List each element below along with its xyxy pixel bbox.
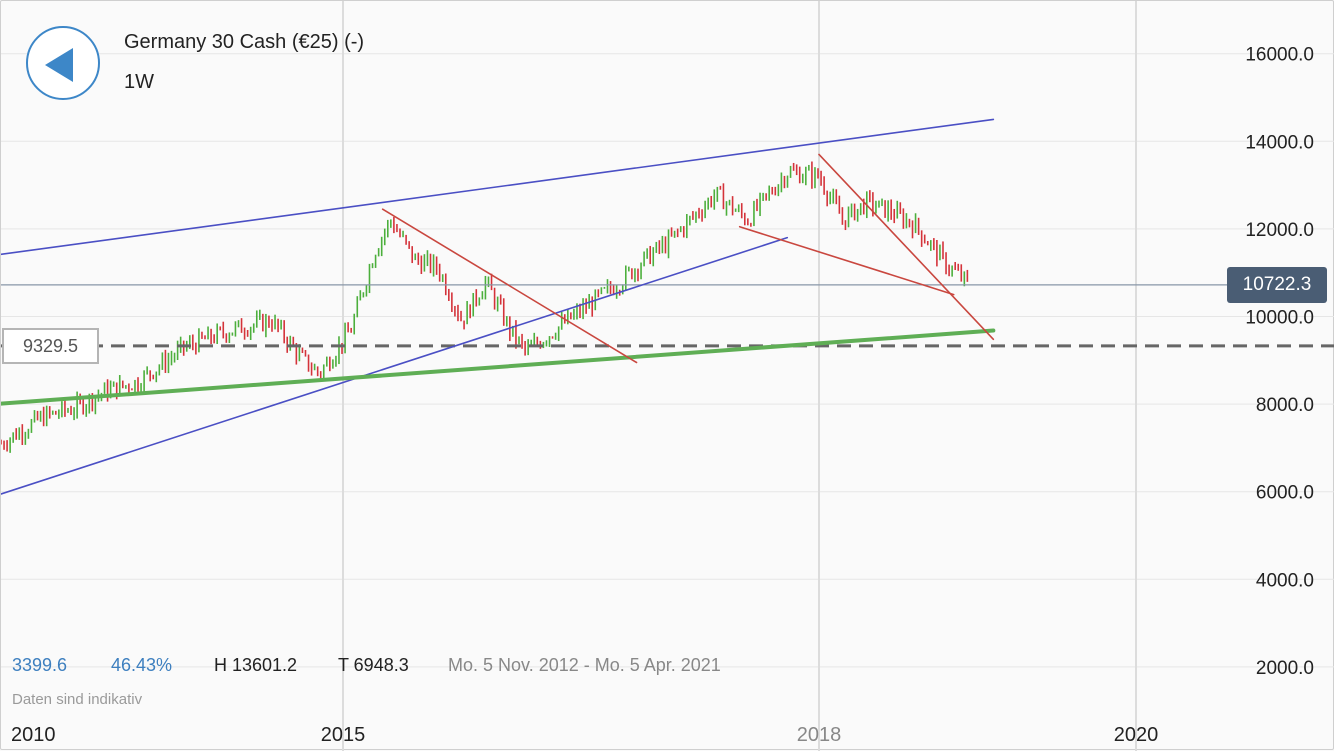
- back-arrow-icon: [45, 48, 73, 82]
- current-price-label: 10722.3: [1227, 267, 1327, 303]
- y-tick-label: 14000.0: [1245, 132, 1314, 153]
- trend-line-resistance-3: [738, 225, 955, 296]
- y-tick-label: 8000.0: [1256, 395, 1314, 416]
- change-points: 3399.6: [12, 655, 68, 675]
- trend-line-channel-upper: [1, 118, 995, 256]
- change-percent: 46.43%: [111, 655, 173, 675]
- y-tick-label: 12000.0: [1245, 220, 1314, 241]
- timeframe-label[interactable]: 1W: [124, 71, 154, 93]
- y-tick-label: 16000.0: [1245, 45, 1314, 66]
- date-range: Mo. 5 Nov. 2012 - Mo. 5 Apr. 2021: [448, 655, 721, 675]
- trend-line-resistance-1: [381, 208, 638, 364]
- y-tick-label: 6000.0: [1256, 483, 1314, 504]
- x-tick-label: 2020: [1114, 724, 1159, 746]
- y-tick-label: 2000.0: [1256, 658, 1314, 679]
- x-tick-label: 2015: [321, 724, 366, 746]
- trend-line-channel-lower: [1, 236, 789, 495]
- trend-line-support: [1, 328, 996, 406]
- horizontal-level-label[interactable]: 9329.5: [2, 328, 99, 364]
- back-button[interactable]: [26, 26, 100, 100]
- x-tick-label: 2018: [797, 724, 842, 746]
- low-value: T 6948.3: [338, 655, 409, 675]
- trend-line-resistance-2: [818, 153, 995, 341]
- y-tick-label: 10000.0: [1245, 308, 1314, 329]
- instrument-title: Germany 30 Cash (€25) (-): [124, 31, 365, 53]
- x-tick-label: 2010: [11, 724, 56, 746]
- y-tick-label: 4000.0: [1256, 570, 1314, 591]
- disclaimer-text: Daten sind indikativ: [12, 691, 143, 708]
- candlesticks: [1, 161, 969, 453]
- high-value: H 13601.2: [214, 655, 298, 675]
